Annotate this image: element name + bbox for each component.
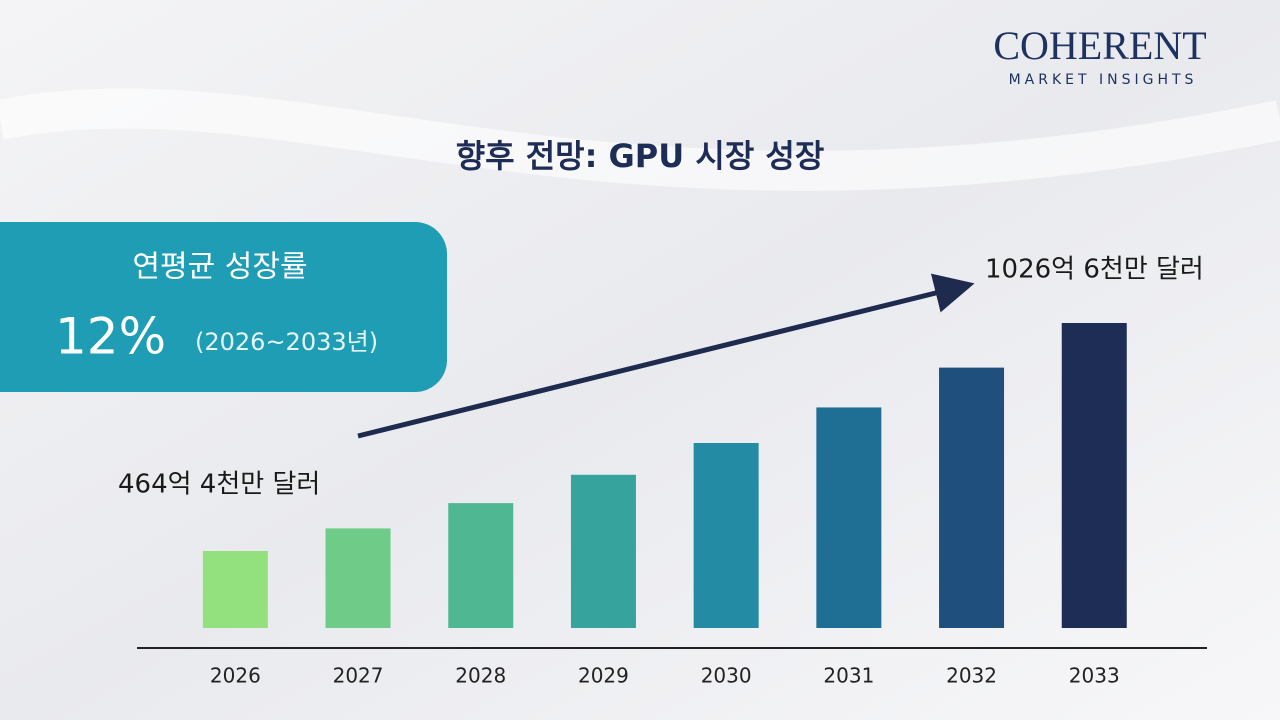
bar: [325, 528, 391, 628]
cagr-label: 연평균 성장률: [132, 250, 307, 285]
x-tick-label: 2026: [210, 664, 261, 688]
cagr-period: (2026~2033년): [195, 328, 378, 356]
cagr-box: [0, 222, 447, 392]
growth-arrow: [357, 273, 975, 439]
x-tick-label: 2031: [823, 664, 874, 688]
x-tick-label: 2030: [701, 664, 752, 688]
bar: [570, 474, 636, 628]
logo-tagline: MARKET INSIGHTS: [1009, 72, 1198, 88]
x-tick-label: 2027: [333, 664, 384, 688]
value-label: 464억 4천만 달러: [118, 470, 320, 500]
bar: [693, 443, 759, 628]
background-fold: [0, 88, 1280, 191]
bar: [448, 503, 514, 628]
x-tick-label: 2028: [455, 664, 506, 688]
cagr-value: 12%: [55, 308, 166, 366]
bar: [1061, 323, 1127, 628]
bar: [202, 551, 268, 628]
bar: [939, 367, 1005, 628]
logo-name: COHERENT: [993, 23, 1206, 68]
bar: [816, 407, 882, 628]
chart-title: 향후 전망: GPU 시장 성장: [456, 137, 825, 175]
x-tick-label: 2029: [578, 664, 629, 688]
x-tick-label: 2032: [946, 664, 997, 688]
value-label: 1026억 6천만 달러: [985, 255, 1204, 285]
x-tick-label: 2033: [1069, 664, 1120, 688]
